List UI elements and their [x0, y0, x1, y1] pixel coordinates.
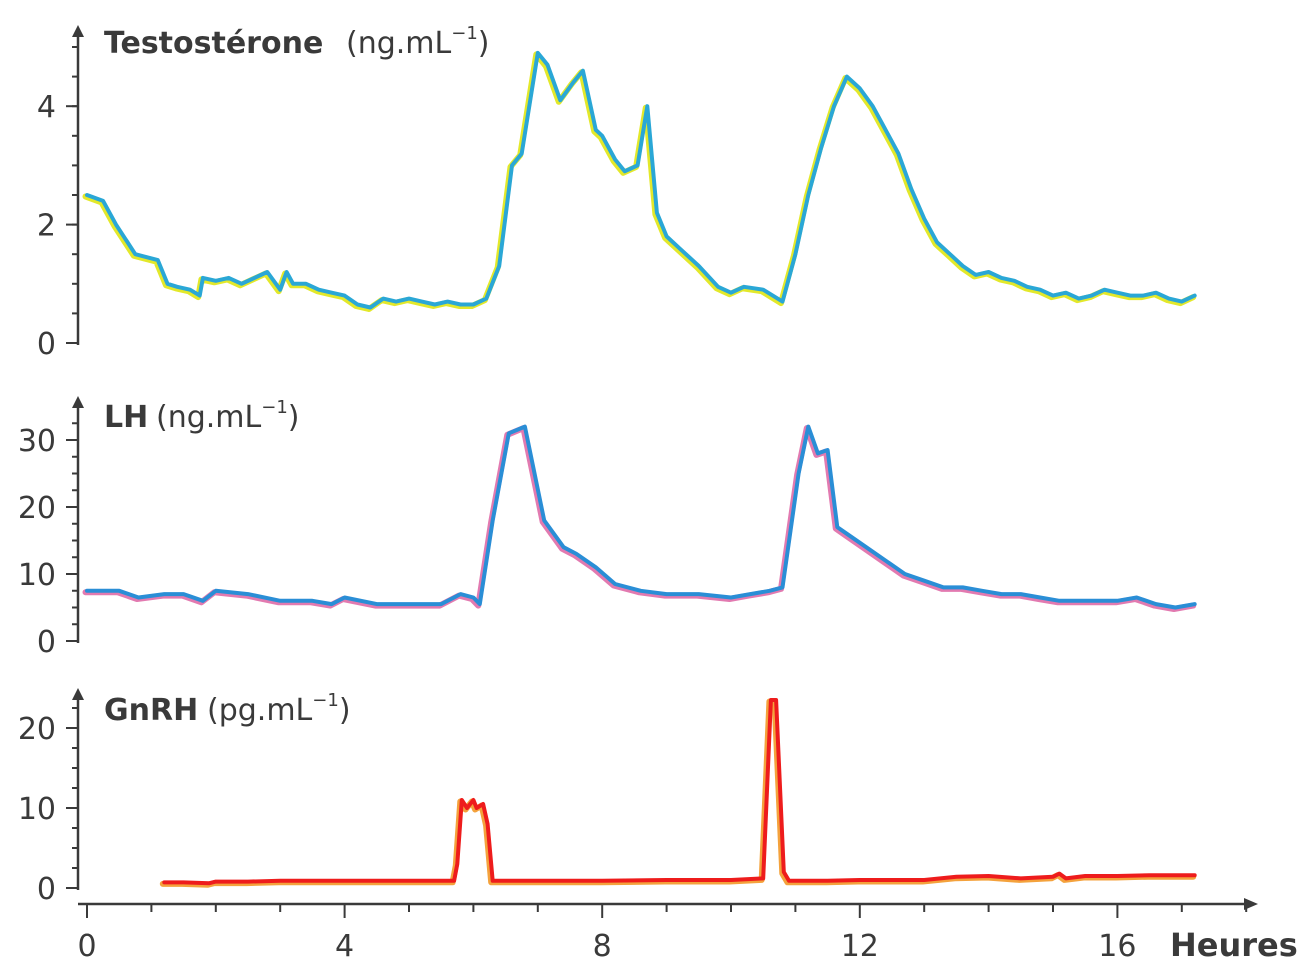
gnrh-y-axis-arrow — [72, 688, 84, 700]
x-tick-label: 12 — [841, 929, 879, 964]
testosterone-y-tick-label: 2 — [37, 209, 56, 244]
lh-y-axis-arrow — [72, 396, 84, 408]
lh-title: LH — [104, 400, 148, 435]
testosterone-unit: (ng.mL−1) — [346, 23, 490, 61]
gnrh-y-tick-label: 20 — [18, 712, 56, 747]
gnrh-series-line — [162, 698, 1197, 886]
lh-y-tick-label: 0 — [37, 625, 56, 660]
gnrh-y-tick-label: 0 — [37, 872, 56, 907]
lh-panel: LH (ng.mL−1) 0 10 20 30 — [18, 396, 1197, 660]
time-axis: Heures 0 4 8 12 16 — [77, 898, 1298, 964]
gnrh-panel: GnRH (pg.mL−1) 0 10 20 — [18, 688, 1197, 907]
testosterone-series-line — [85, 50, 1197, 310]
gnrh-title: GnRH — [104, 693, 198, 728]
testosterone-y-tick-label: 0 — [37, 327, 56, 362]
testosterone-series-halo — [82, 51, 1197, 312]
x-tick-label: 8 — [593, 929, 612, 964]
gnrh-unit: (pg.mL−1) — [207, 690, 351, 728]
testosterone-title: Testostérone — [104, 26, 323, 61]
x-axis-label: Heures — [1170, 926, 1298, 964]
x-tick-label: 4 — [335, 929, 354, 964]
gnrh-series-halo — [159, 698, 1197, 888]
lh-unit: (ng.mL−1) — [156, 397, 300, 435]
x-tick-label: 0 — [77, 929, 96, 964]
lh-series-halo — [82, 425, 1197, 612]
lh-y-tick-label: 30 — [18, 424, 56, 459]
x-tick-label: 16 — [1098, 929, 1136, 964]
testosterone-panel: Testostérone (ng.mL−1) 0 2 4 — [37, 23, 1197, 362]
testosterone-y-tick-label: 4 — [37, 90, 56, 125]
gnrh-y-tick-label: 10 — [18, 792, 56, 827]
lh-y-tick-label: 20 — [18, 491, 56, 526]
lh-series-line — [85, 424, 1197, 610]
lh-y-tick-label: 10 — [18, 558, 56, 593]
testosterone-y-axis-arrow — [72, 25, 84, 37]
x-axis-arrow — [1244, 898, 1258, 910]
